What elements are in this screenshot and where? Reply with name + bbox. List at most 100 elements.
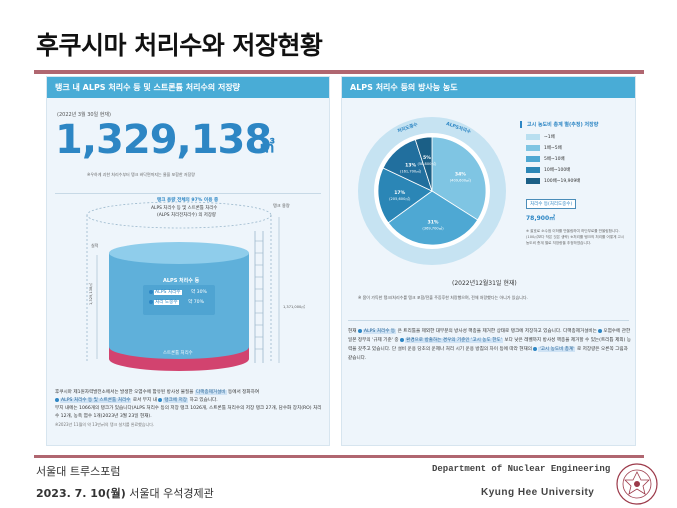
storage-panel: 탱크 내 ALPS 처리수 등 및 스트론튬 처리수의 저장량 (2022년 3…: [46, 76, 330, 446]
legend-item: 10배~100배: [526, 167, 632, 173]
legend-total-value: 78,900㎥: [526, 215, 556, 222]
legend-label: 10배~100배: [544, 168, 571, 173]
tank-row-alps: ALPS 처리수 약 30%: [149, 289, 207, 295]
legend-total-label: 처리수 등(처리도중수): [526, 199, 577, 209]
pie-slice-percent: 5%: [423, 155, 431, 161]
legend-label: 100배~19,909배: [544, 179, 581, 184]
tank-row-mid: 처리 도중수 약 70%: [149, 299, 204, 305]
text-span: 현재: [348, 329, 357, 334]
midway-share: 약 70%: [188, 300, 204, 305]
legend-label: 1배~5배: [544, 146, 562, 151]
pie-date: (2022년12월31일 현재): [452, 280, 517, 287]
marker-icon: [149, 289, 153, 294]
marker-icon: [533, 346, 538, 351]
legend-item: ~1배: [526, 134, 632, 140]
storage-note: ※우하게 괴한 처리수부터 탱크 바닥면까지는 물을 포함한 저장량: [87, 172, 195, 177]
marker-icon: [55, 397, 59, 402]
pie-note: ※ 몸이 가득한 탱크/처리수를 탱크 포함/전출 주증후한 처랑했으며, 전체…: [358, 295, 528, 300]
concentration-panel-header: ALPS 처리수 등의 방사능 농도: [342, 77, 635, 98]
university-seal-icon: [616, 463, 658, 505]
footer-university: Kyung Hee University: [481, 487, 595, 498]
storage-description: 후쿠시마 제1원자력발전소에서는 발생한 오염수에 함유된 방사성 물질을 다핵…: [55, 389, 323, 430]
pie-slice-value: (161,700㎥): [400, 169, 422, 174]
highlight-term: ALPS 처리수 등 및 스트론튬 처리수: [60, 398, 132, 403]
title-divider: [34, 70, 644, 74]
legend-swatch: [526, 156, 540, 162]
pie-slice: [414, 136, 433, 192]
marker-icon: [357, 328, 362, 333]
pie-slice-percent: 31%: [428, 219, 439, 225]
footer-date-venue: 2023. 7. 10(월) 서울대 우석경제관: [36, 485, 214, 501]
text-span: 등에서 정화하여: [228, 390, 260, 395]
legend-item: 1배~5배: [526, 145, 632, 151]
tank-right-volume: 1,371,000㎥: [283, 305, 305, 309]
legend-item: 5배~10배: [526, 156, 632, 162]
marker-icon: [598, 328, 603, 333]
alps-share: 약 30%: [191, 290, 207, 295]
legend-notes: ※ 괄호로 소수점 이하를 반올림하여 하단부로를 반올림합니다. (100㎥보…: [526, 229, 625, 245]
footer-divider: [34, 455, 644, 458]
marker-icon: [400, 337, 405, 342]
tank-inner-title: ALPS 처리수 등: [163, 278, 200, 284]
text-span: 로 저장량은 오른쪽 그림과 같습니다.: [348, 347, 628, 361]
concentration-pie-chart: 34%(409,600㎥) 31%(369,700㎥) 17%(205,600㎥) 1…: [358, 117, 506, 265]
storage-date: (2022년 3월 30일 현재): [57, 112, 111, 118]
divider: [348, 320, 629, 321]
highlight-term: 다핵종제거설비: [194, 390, 227, 395]
footnote: ※2023년 11월의 약 13만㎥의 탱크 설치를 완료했습니다.: [55, 422, 155, 427]
divider: [55, 193, 321, 194]
text-span: 은 트리튬을 제외한 대부분의 방사성 핵종을 제거한 상태로 탱크에 저장하고…: [397, 329, 562, 334]
tank-storage-label: ALPS 처리수 등 및 스트론튬 처리수: [151, 206, 218, 211]
legend-swatch: [526, 145, 540, 151]
storage-total: 1,329,138: [55, 117, 272, 163]
highlight-term: 환경으로 방출하는 경우의 기준인 '고시 농도 한도': [405, 338, 503, 343]
footer-date: 2023. 7. 10(월): [36, 487, 126, 500]
footer-department: Department of Nuclear Engineering: [432, 464, 611, 474]
footer-venue: 서울대 우석경제관: [125, 487, 214, 500]
tank-illustration: 탱크 용량 전체의 97% 이용 중 ALPS 처리수 등 및 스트론튬 처리수…: [47, 195, 331, 385]
legend-title: 고시 농도비 총계 별(추정) 저장량: [520, 121, 632, 128]
midway-label: 처리 도중수: [154, 300, 179, 305]
legend-label: 5배~10배: [544, 157, 565, 162]
legend-swatch: [526, 178, 540, 184]
highlight-term: ALPS 처리수 등: [362, 329, 397, 334]
tank-left-label: 실적: [91, 243, 99, 248]
legend-label: ~1배: [544, 135, 555, 140]
storage-unit: ㎥: [259, 137, 276, 156]
tank-capacity-side: 탱크 용량: [273, 203, 290, 208]
text-span: 부지 내에는 1066개의 탱크가 있습니다(ALPS 처리수 등의 저장 탱크…: [55, 406, 322, 419]
text-span: 보다 낮은 레벨까지 방사성 핵종을 제거할 수 있는(트리튬 제외) 능력을 …: [348, 338, 632, 352]
tank-capacity-label: 탱크 용량 전체의 97% 이용 중: [157, 198, 219, 203]
pie-slice-value: (205,600㎥): [389, 196, 411, 201]
pie-slice-value: (409,600㎥): [450, 177, 472, 182]
text-span: 하고 있습니다.: [189, 398, 218, 403]
pie-slice: [387, 190, 479, 246]
slide-title: 후쿠시마 처리수와 저장현황: [36, 31, 323, 60]
pie-slice-value: (369,700㎥): [422, 225, 444, 230]
strontium-label: 스트론튬 처리수: [163, 351, 193, 356]
highlight-term: 탱크에 저장: [163, 398, 188, 403]
legend-item: 100배~19,909배: [526, 178, 632, 184]
tank-storage-sublabel: (ALPS 처리전처리수) 의 저장량: [157, 213, 216, 218]
highlight-term: '고시 농도비 총계': [538, 347, 576, 352]
footer-org: 서울대 트루스포럼: [36, 465, 121, 478]
text-span: 오염수에 관한 일본 정부의 '규제 기준' 중: [348, 329, 631, 343]
alps-label: ALPS 처리수: [154, 290, 182, 295]
pie-slice-percent: 13%: [405, 163, 416, 169]
text-span: 후쿠시마 제1원자력발전소에서는 발생한 오염수에 함유된 방사성 물질을: [55, 390, 194, 395]
text-span: 로서 부지 내: [132, 398, 157, 403]
pie-legend: 고시 농도비 총계 별(추정) 저장량 ~1배 1배~5배 5배~10배 10배…: [520, 121, 632, 246]
legend-swatch: [526, 134, 540, 140]
pie-slice-value: (58,800㎥): [417, 161, 437, 166]
pie-slice-percent: 34%: [455, 171, 466, 177]
legend-swatch: [526, 167, 540, 173]
pie-slice-percent: 17%: [394, 190, 405, 196]
pie-slice: [377, 167, 433, 224]
tank-left-volume: 1,329,138㎥: [89, 283, 93, 305]
concentration-panel: ALPS 처리수 등의 방사능 농도 34% (409,600㎥) 31% (369,…: [341, 76, 636, 446]
marker-icon: [158, 397, 163, 402]
text-span: 다핵종제거설비는: [563, 329, 597, 334]
concentration-description: 현재 ALPS 처리수 등 은 트리튬을 제외한 대부분의 방사성 핵종을 제거…: [348, 327, 632, 363]
storage-panel-header: 탱크 내 ALPS 처리수 등 및 스트론튬 처리수의 저장량: [47, 77, 329, 98]
marker-icon: [149, 299, 153, 304]
